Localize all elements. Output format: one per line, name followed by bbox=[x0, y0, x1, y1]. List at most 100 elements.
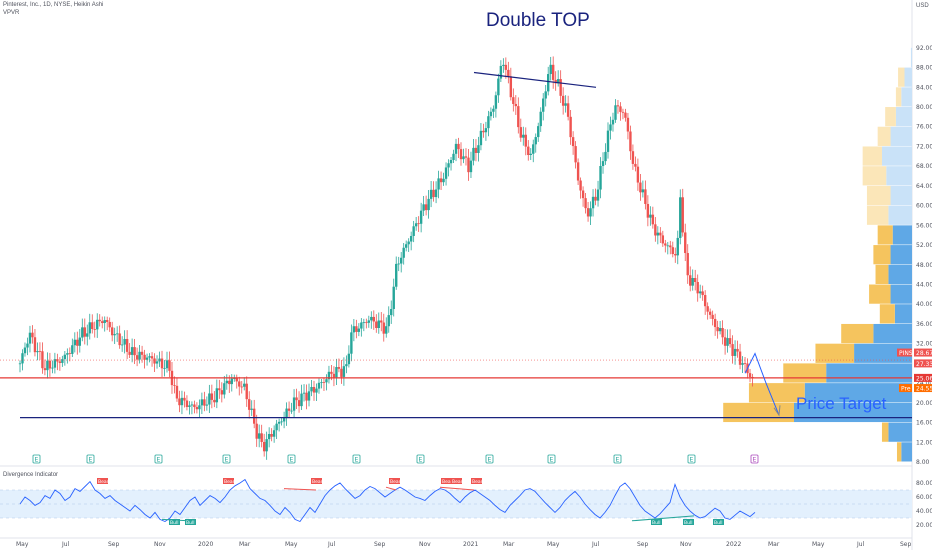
candle-body bbox=[178, 398, 181, 406]
candle-body bbox=[409, 235, 413, 242]
candle-body bbox=[589, 208, 592, 217]
candle-body bbox=[624, 112, 627, 118]
candle-body bbox=[133, 347, 136, 356]
candle-body bbox=[591, 196, 595, 209]
candle-body bbox=[621, 111, 625, 113]
bull-tag-bg bbox=[683, 519, 694, 525]
candle-body bbox=[736, 348, 739, 352]
candle-body bbox=[434, 189, 438, 198]
pins-tag-bg bbox=[897, 348, 912, 357]
candle-body bbox=[98, 319, 101, 322]
candle-body bbox=[150, 356, 154, 359]
earnings-marker: E bbox=[35, 457, 39, 464]
oscillator-tick: 20.00 bbox=[916, 522, 932, 529]
y-tick-label: 76.00 bbox=[916, 124, 932, 131]
candle-body bbox=[347, 353, 351, 365]
candle-body bbox=[355, 326, 358, 332]
candle-body bbox=[429, 189, 433, 199]
x-tick-label: Jul bbox=[856, 541, 865, 548]
candle-body bbox=[290, 410, 293, 412]
vp-down-bar bbox=[895, 87, 902, 107]
candle-body bbox=[28, 332, 32, 344]
last-price-tag: 28.67 bbox=[916, 350, 932, 357]
vp-down-bar bbox=[866, 185, 891, 206]
candle-body bbox=[649, 214, 652, 218]
candle-body bbox=[504, 64, 508, 70]
candle-body bbox=[671, 247, 674, 255]
candle-body bbox=[390, 309, 393, 316]
candle-body bbox=[21, 353, 24, 364]
oscillator-tick: 40.00 bbox=[916, 508, 932, 515]
candle-body bbox=[554, 79, 557, 84]
x-tick-label: Jul bbox=[61, 541, 70, 548]
y-tick-label: 44.00 bbox=[916, 282, 932, 289]
bear-tag-bg bbox=[311, 478, 322, 484]
candle-body bbox=[547, 74, 550, 92]
candle-body bbox=[165, 360, 169, 369]
candle-body bbox=[155, 361, 159, 364]
candle-body bbox=[392, 286, 395, 310]
vp-down-bar bbox=[815, 343, 855, 363]
candle-body bbox=[26, 343, 29, 348]
candle-body bbox=[41, 351, 44, 369]
candle-body bbox=[360, 322, 363, 329]
candle-body bbox=[711, 314, 714, 319]
vp-down-bar bbox=[885, 107, 896, 127]
candle-body bbox=[424, 204, 428, 211]
candle-body bbox=[312, 386, 316, 393]
vp-up-bar bbox=[895, 107, 912, 127]
candle-body bbox=[365, 322, 368, 324]
candle-body bbox=[404, 244, 408, 248]
candle-body bbox=[180, 397, 184, 406]
earnings-marker-box bbox=[154, 454, 163, 464]
candle-body bbox=[367, 320, 371, 323]
candle-body bbox=[61, 359, 64, 363]
candle-body bbox=[208, 393, 211, 405]
candle-body bbox=[380, 320, 383, 323]
vp-up-bar bbox=[890, 126, 912, 146]
x-tick-label: Nov bbox=[680, 541, 692, 548]
candle-body bbox=[135, 355, 139, 360]
candle-body bbox=[517, 106, 520, 128]
x-tick-label: May bbox=[547, 541, 560, 548]
candle-body bbox=[414, 223, 418, 227]
candle-body bbox=[243, 383, 246, 387]
candle-body bbox=[76, 339, 79, 346]
candle-body bbox=[529, 153, 532, 156]
candle-body bbox=[238, 381, 241, 387]
candle-body bbox=[123, 338, 126, 345]
candle-body bbox=[36, 351, 39, 353]
candle-body bbox=[245, 383, 248, 400]
bear-tag-bg bbox=[97, 478, 108, 484]
candle-body bbox=[287, 408, 291, 411]
candle-body bbox=[551, 64, 555, 80]
x-tick-label: 2021 bbox=[463, 541, 478, 548]
candle-body bbox=[240, 386, 243, 388]
candle-body bbox=[138, 351, 141, 360]
candle-body bbox=[479, 130, 483, 146]
indicator-label: VPVR bbox=[3, 10, 20, 16]
candle-body bbox=[73, 339, 77, 346]
candle-body bbox=[684, 232, 687, 254]
candle-body bbox=[255, 423, 258, 439]
resistance-tag-bg bbox=[914, 373, 932, 382]
candle-body bbox=[198, 405, 201, 410]
candle-body bbox=[68, 353, 72, 354]
candle-body bbox=[78, 337, 81, 346]
candle-body bbox=[250, 408, 253, 410]
vp-up-bar bbox=[804, 383, 912, 403]
candle-body bbox=[315, 388, 318, 393]
vp-down-bar bbox=[879, 304, 895, 324]
y-tick-label: 64.00 bbox=[916, 183, 932, 190]
vp-up-bar bbox=[886, 166, 912, 186]
y-tick-label: 72.00 bbox=[916, 143, 932, 150]
candle-body bbox=[559, 79, 562, 96]
x-tick-label: May bbox=[285, 541, 298, 548]
candle-body bbox=[285, 408, 288, 417]
candle-body bbox=[168, 360, 171, 371]
candle-body bbox=[733, 348, 737, 356]
candle-body bbox=[566, 103, 570, 117]
x-tick-label: Nov bbox=[154, 541, 166, 548]
candle-body bbox=[262, 441, 266, 452]
candle-body bbox=[223, 383, 226, 395]
